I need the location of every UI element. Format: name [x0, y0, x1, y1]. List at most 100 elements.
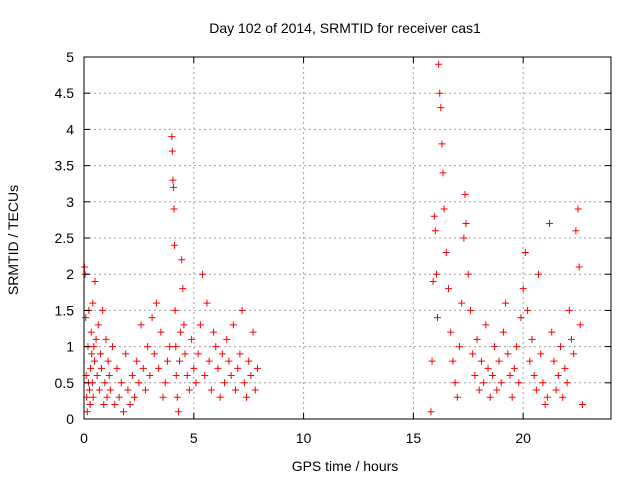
y-axis-label: SRMTID / TECUs [5, 185, 21, 295]
data-point [207, 386, 215, 394]
data-point [432, 270, 440, 278]
y-axis: 0 0.5 1 1.5 2 2.5 3 3.5 4 4.5 5 [55, 49, 611, 427]
data-point [234, 364, 242, 372]
data-point [178, 256, 186, 264]
data-point [155, 364, 163, 372]
data-point [203, 299, 211, 307]
data-point [439, 169, 447, 177]
data-point [192, 379, 200, 387]
y-tick-label: 1.5 [55, 302, 75, 318]
data-point [185, 386, 193, 394]
data-point [464, 270, 472, 278]
y-tick-label: 5 [66, 49, 74, 65]
data-point [148, 314, 156, 322]
data-point [524, 306, 532, 314]
data-point [458, 299, 466, 307]
data-point [438, 140, 446, 148]
data-point [253, 364, 261, 372]
data-point [179, 285, 187, 293]
data-point [431, 227, 439, 235]
data-point [576, 321, 584, 329]
data-point [477, 357, 485, 365]
data-point [163, 357, 171, 365]
data-point [183, 372, 191, 380]
data-point [85, 386, 93, 394]
data-point [469, 350, 477, 358]
data-point [88, 379, 96, 387]
data-point [221, 379, 229, 387]
data-point [91, 277, 99, 285]
data-point [141, 386, 149, 394]
data-point [563, 379, 571, 387]
data-point [515, 379, 523, 387]
data-point [510, 364, 518, 372]
data-point [100, 401, 108, 409]
data-point [561, 364, 569, 372]
data-point [449, 357, 457, 365]
data-point [486, 393, 494, 401]
data-point [83, 408, 91, 416]
data-point [482, 321, 490, 329]
data-point [172, 372, 180, 380]
data-point [453, 393, 461, 401]
data-point [180, 321, 188, 329]
data-point [223, 335, 231, 343]
data-point [104, 357, 112, 365]
data-point [173, 393, 181, 401]
data-point [89, 393, 97, 401]
data-point [168, 133, 176, 141]
y-tick-label: 2.5 [55, 230, 75, 246]
data-point [430, 212, 438, 220]
data-point [196, 321, 204, 329]
y-tick-label: 2 [66, 266, 74, 282]
data-point [96, 350, 104, 358]
data-point [247, 372, 255, 380]
data-point [171, 306, 179, 314]
data-point [212, 343, 220, 351]
data-point [216, 393, 224, 401]
data-point [86, 401, 94, 409]
data-point [128, 372, 136, 380]
data-point [106, 386, 114, 394]
data-point [190, 364, 198, 372]
data-point [488, 372, 496, 380]
data-point [170, 183, 178, 191]
data-point [242, 393, 250, 401]
data-point [497, 379, 505, 387]
data-point [101, 379, 109, 387]
data-point [88, 350, 96, 358]
data-point [521, 248, 529, 256]
data-point [440, 205, 448, 213]
data-point [541, 401, 549, 409]
data-point [117, 379, 125, 387]
data-point [89, 299, 97, 307]
data-point [552, 386, 560, 394]
data-point [133, 357, 141, 365]
data-point [181, 350, 189, 358]
data-point [567, 335, 575, 343]
data-point [548, 328, 556, 336]
data-point [451, 379, 459, 387]
data-point [172, 343, 180, 351]
x-tick-label: 10 [296, 430, 312, 446]
data-point [535, 270, 543, 278]
data-point [218, 350, 226, 358]
data-point [124, 386, 132, 394]
data-point [90, 343, 98, 351]
data-point [103, 393, 111, 401]
data-point [245, 357, 253, 365]
y-tick-label: 0 [66, 411, 74, 427]
data-point [473, 335, 481, 343]
x-tick-label: 20 [515, 430, 531, 446]
data-point [435, 60, 443, 68]
data-point [131, 393, 139, 401]
data-point [532, 386, 540, 394]
data-point [225, 357, 233, 365]
data-point [177, 328, 185, 336]
data-point [526, 357, 534, 365]
data-point [475, 386, 483, 394]
data-point [427, 408, 435, 416]
data-point [105, 372, 113, 380]
data-point [109, 343, 117, 351]
data-point [466, 306, 474, 314]
